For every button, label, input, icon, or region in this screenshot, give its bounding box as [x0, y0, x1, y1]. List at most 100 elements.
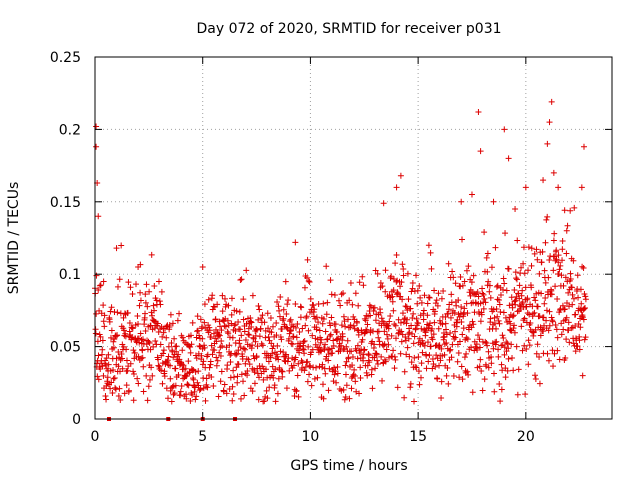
data-point — [436, 342, 443, 349]
data-point — [491, 314, 498, 321]
data-point — [493, 338, 500, 345]
data-point — [533, 350, 540, 357]
data-point — [447, 330, 454, 337]
data-point — [390, 307, 397, 314]
data-point — [174, 317, 181, 324]
data-point — [231, 322, 238, 329]
data-point — [459, 282, 466, 289]
data-point — [314, 374, 321, 381]
data-point — [580, 143, 587, 150]
data-point — [241, 328, 248, 335]
data-point — [482, 299, 489, 306]
data-point — [349, 362, 356, 369]
data-point — [490, 198, 497, 205]
data-point — [493, 305, 500, 312]
data-point — [190, 376, 197, 383]
data-point — [301, 284, 308, 291]
data-point — [470, 321, 477, 328]
data-point — [512, 269, 519, 276]
data-point — [224, 362, 231, 369]
data-point — [441, 341, 448, 348]
data-point — [461, 305, 468, 312]
data-point — [295, 360, 302, 367]
data-point — [293, 334, 300, 341]
data-point — [155, 278, 162, 285]
data-point — [514, 237, 521, 244]
data-point — [164, 395, 171, 402]
data-point — [399, 310, 406, 317]
data-point — [113, 245, 120, 252]
data-point — [261, 319, 268, 326]
data-point — [201, 342, 208, 349]
data-point — [431, 319, 438, 326]
data-point — [499, 367, 506, 374]
points-layer — [92, 98, 589, 405]
data-point — [262, 334, 269, 341]
data-point — [563, 300, 570, 307]
data-point — [435, 290, 442, 297]
data-point — [504, 367, 511, 374]
data-point — [498, 361, 505, 368]
data-point — [256, 306, 263, 313]
data-point — [444, 365, 451, 372]
data-point — [488, 264, 495, 271]
data-point — [409, 280, 416, 287]
data-point — [502, 314, 509, 321]
data-point — [438, 394, 445, 401]
data-point — [317, 339, 324, 346]
data-point — [288, 322, 295, 329]
data-point — [215, 393, 222, 400]
data-point — [290, 333, 297, 340]
data-point — [287, 316, 294, 323]
data-point — [179, 334, 186, 341]
data-point — [100, 302, 107, 309]
data-point — [346, 297, 353, 304]
data-point — [238, 371, 245, 378]
data-point — [562, 354, 569, 361]
data-point — [418, 374, 425, 381]
data-point — [104, 374, 111, 381]
data-point — [110, 375, 117, 382]
data-point — [365, 352, 372, 359]
data-point — [238, 332, 245, 339]
data-point — [326, 346, 333, 353]
data-point — [249, 388, 256, 395]
data-point — [282, 278, 289, 285]
data-point — [305, 343, 312, 350]
data-point — [412, 364, 419, 371]
data-point — [477, 318, 484, 325]
data-point — [262, 366, 269, 373]
data-point — [130, 397, 137, 404]
data-point — [283, 324, 290, 331]
data-point — [242, 346, 249, 353]
data-point — [502, 374, 509, 381]
data-point — [391, 365, 398, 372]
data-point — [452, 280, 459, 287]
data-point — [320, 315, 327, 322]
data-point — [363, 328, 370, 335]
data-point — [165, 353, 172, 360]
data-point — [343, 343, 350, 350]
data-point — [427, 249, 434, 256]
data-point — [244, 368, 251, 375]
data-point — [479, 387, 486, 394]
data-point — [463, 267, 470, 274]
data-point — [459, 376, 466, 383]
data-point — [364, 321, 371, 328]
data-point — [459, 331, 466, 338]
data-point — [463, 350, 470, 357]
data-point — [343, 358, 350, 365]
data-point — [567, 275, 574, 282]
data-point — [230, 367, 237, 374]
data-point — [375, 334, 382, 341]
data-point — [490, 306, 497, 313]
data-point — [138, 355, 145, 362]
data-point — [344, 337, 351, 344]
data-point — [155, 362, 162, 369]
data-point — [288, 340, 295, 347]
data-point — [116, 354, 123, 361]
data-point — [95, 213, 102, 220]
data-point — [237, 326, 244, 333]
data-point — [204, 384, 211, 391]
data-point — [167, 387, 174, 394]
